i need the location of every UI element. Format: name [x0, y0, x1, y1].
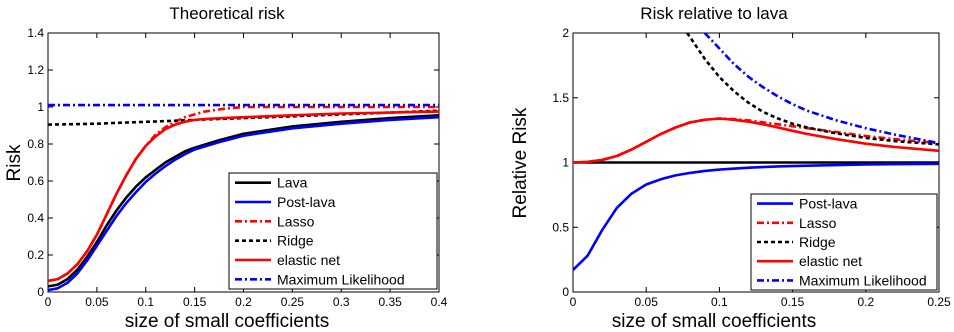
- chart2-legend-label: elastic net: [799, 253, 862, 269]
- chart2-plot-area: 0 0.05 0.1 0.15 0.2 0.25 0 0.5 1 1.5 2 Post-lava Las…: [552, 26, 951, 309]
- chart2-ytick-label: 1.5: [552, 91, 569, 105]
- chart2-ylabel: Relative Risk: [510, 107, 531, 218]
- chart2-legend-label: Lasso: [799, 215, 837, 231]
- chart1-xtick-label: 0.25: [281, 295, 305, 309]
- chart1-legend-label: Post-lava: [277, 194, 336, 210]
- chart1-legend-label: Ridge: [277, 233, 314, 249]
- chart1-series-post-lava: [48, 115, 439, 292]
- chart2-ytick-label: 0: [562, 285, 569, 299]
- chart2-legend-label: Post-lava: [799, 196, 858, 212]
- chart1-ytick-label: 1: [37, 100, 44, 114]
- chart1-ytick-label: 1.2: [27, 63, 44, 77]
- chart2-legend-label: Maximum Likelihood: [799, 272, 927, 288]
- chart2-ytick-label: 2: [562, 26, 569, 40]
- chart2-ytick-label: 1: [562, 156, 569, 170]
- chart2-xtick-label: 0: [570, 295, 577, 309]
- chart2-ytick-label: 0.5: [552, 220, 569, 234]
- chart1-legend: Lava Post-lava Lasso Ridge elastic net Maximu…: [228, 172, 438, 290]
- chart1-xtick-label: 0.3: [333, 295, 350, 309]
- chart1-ytick-label: 0.6: [27, 174, 44, 188]
- chart1-series-elastic-net: [48, 110, 439, 283]
- chart1-xtick-label: 0.15: [183, 295, 207, 309]
- chart2-series-lasso: [573, 117, 939, 164]
- chart2-xtick-label: 0.25: [927, 295, 951, 309]
- chart2-series-ridge: [686, 33, 939, 146]
- chart1-legend-label: elastic net: [277, 252, 340, 268]
- chart1-series-lava: [48, 114, 439, 288]
- chart1-legend-label: Maximum Likelihood: [277, 271, 405, 287]
- chart1-ytick-label: 0: [37, 285, 44, 299]
- chart1-title: Theoretical risk: [169, 4, 285, 23]
- chart2-legend: Post-lava Lasso Ridge elastic net Maximum Li…: [750, 193, 938, 291]
- chart2-title: Risk relative to lava: [640, 4, 788, 23]
- chart1-xtick-label: 0: [45, 295, 52, 309]
- chart1-xtick-label: 0.2: [235, 295, 252, 309]
- chart1-ytick-label: 0.2: [27, 248, 44, 262]
- chart1-xtick-label: 0.4: [431, 295, 448, 309]
- chart1-xlabel: size of small coefficients: [125, 311, 330, 332]
- chart1-plot-area: 0 0.05 0.1 0.15 0.2 0.25 0.3 0.35 0.4 0 0.2 0.4 0.6 0…: [27, 26, 447, 309]
- chart2-xtick-label: 0.15: [781, 295, 805, 309]
- chart2-xtick-label: 0.05: [635, 295, 659, 309]
- chart1-ytick-label: 0.8: [27, 137, 44, 151]
- chart1-xtick-label: 0.05: [85, 295, 109, 309]
- chart1-xtick-label: 0.35: [378, 295, 402, 309]
- chart1-ytick-label: 0.4: [27, 211, 44, 225]
- chart1-legend-label: Lasso: [277, 213, 315, 229]
- chart2-series-post-lava: [573, 162, 939, 271]
- chart1-legend-box: [228, 172, 438, 290]
- chart1-ylabel: Risk: [4, 144, 25, 181]
- chart2-xtick-label: 0.1: [711, 295, 728, 309]
- chart2-legend-label: Ridge: [799, 234, 836, 250]
- chart2-xlabel: size of small coefficients: [612, 311, 817, 332]
- chart1-xtick-label: 0.1: [137, 295, 154, 309]
- chart1-ytick-label: 1.4: [27, 26, 44, 40]
- chart2-xtick-label: 0.2: [857, 295, 874, 309]
- chart2-series-elastic-net: [573, 117, 939, 164]
- chart2-series-maximum-likelihood: [703, 33, 939, 145]
- chart1-legend-label: Lava: [277, 175, 308, 191]
